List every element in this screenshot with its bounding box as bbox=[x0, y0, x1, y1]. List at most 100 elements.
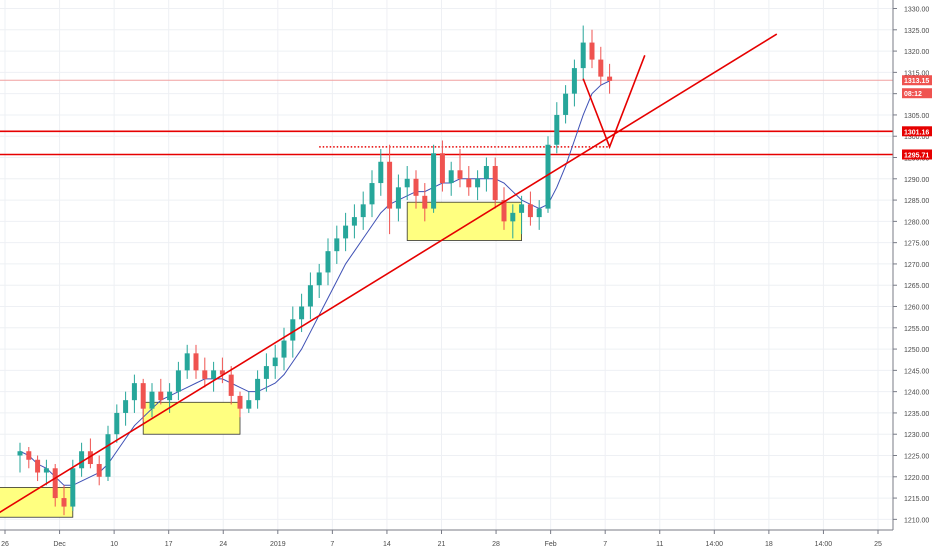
candle-body bbox=[35, 459, 41, 473]
candle-body bbox=[70, 468, 76, 507]
candle-body bbox=[61, 498, 67, 507]
candle-body bbox=[369, 183, 375, 205]
y-tick-label: 1300.00 bbox=[904, 134, 929, 141]
y-tick-label: 1260.00 bbox=[904, 305, 929, 312]
candle-body bbox=[475, 178, 481, 188]
x-tick-label: 25 bbox=[874, 541, 882, 548]
candle-body bbox=[527, 204, 533, 218]
candle-body bbox=[519, 204, 525, 213]
candle-body bbox=[545, 144, 551, 209]
candle-body bbox=[131, 383, 137, 401]
candle-body bbox=[290, 319, 296, 341]
candle-body bbox=[466, 178, 472, 188]
candle-body bbox=[598, 59, 604, 77]
price-label: 1301.16 bbox=[904, 129, 929, 136]
candle-body bbox=[404, 178, 410, 188]
candle-body bbox=[378, 161, 384, 184]
x-tick-label: Feb bbox=[545, 541, 557, 548]
y-tick-label: 1280.00 bbox=[904, 219, 929, 226]
candle-body bbox=[299, 306, 305, 320]
y-tick-label: 1225.00 bbox=[904, 454, 929, 461]
y-tick-label: 1250.00 bbox=[904, 347, 929, 354]
consolidation-box bbox=[0, 487, 74, 518]
candle-body bbox=[316, 272, 322, 286]
x-tick-label: 10 bbox=[110, 541, 118, 548]
x-tick-label: 2019 bbox=[270, 541, 286, 548]
candle-body bbox=[360, 204, 366, 218]
candle-body bbox=[554, 114, 560, 145]
y-tick-label: 1305.00 bbox=[904, 113, 929, 120]
y-tick-label: 1210.00 bbox=[904, 517, 929, 524]
x-tick-label: 11 bbox=[656, 541, 663, 548]
x-tick-label: 28 bbox=[492, 541, 500, 548]
price-label: 1295.71 bbox=[904, 152, 929, 159]
candle-body bbox=[351, 217, 357, 226]
candle-body bbox=[17, 451, 23, 456]
candle-body bbox=[123, 400, 129, 413]
candle-body bbox=[387, 161, 393, 209]
y-tick-label: 1330.00 bbox=[904, 7, 929, 14]
candle-body bbox=[272, 357, 278, 367]
candle-body bbox=[211, 370, 217, 379]
candle-body bbox=[510, 212, 516, 222]
candle-body bbox=[87, 451, 93, 465]
price-label: 08:12 bbox=[904, 91, 922, 98]
y-tick-label: 1315.00 bbox=[904, 70, 929, 77]
y-tick-label: 1325.00 bbox=[904, 28, 929, 35]
candle-body bbox=[255, 378, 261, 401]
x-tick-label: 14 bbox=[383, 541, 391, 548]
y-tick-label: 1320.00 bbox=[904, 49, 929, 56]
x-tick-label: 21 bbox=[438, 541, 446, 548]
candle-body bbox=[536, 208, 542, 218]
x-tick-label: Dec bbox=[53, 541, 66, 548]
consolidation-box bbox=[142, 401, 241, 435]
candle-body bbox=[439, 153, 445, 184]
candle-body bbox=[281, 340, 287, 358]
candle-body bbox=[105, 434, 111, 477]
candle-body bbox=[96, 464, 102, 477]
price-label-bg bbox=[902, 149, 932, 160]
candle-body bbox=[167, 391, 173, 401]
candle-body bbox=[395, 187, 401, 209]
y-tick-label: 1240.00 bbox=[904, 390, 929, 397]
moving-average-line bbox=[19, 80, 610, 486]
x-tick-label: 26 bbox=[1, 541, 9, 548]
x-tick-label: 7 bbox=[603, 541, 607, 548]
y-tick-label: 1220.00 bbox=[904, 475, 929, 482]
x-tick-label: 24 bbox=[219, 541, 227, 548]
y-tick-label: 1265.00 bbox=[904, 283, 929, 290]
candles bbox=[17, 25, 613, 516]
projection-path bbox=[582, 55, 646, 150]
x-tick-label: 17 bbox=[165, 541, 173, 548]
support-resistance-levels bbox=[0, 79, 893, 156]
candle-body bbox=[307, 285, 313, 307]
candle-body bbox=[228, 374, 234, 396]
x-tick-label: 14:00 bbox=[815, 541, 833, 548]
candle-body bbox=[501, 200, 507, 222]
candle-body bbox=[580, 42, 586, 69]
candle-body bbox=[26, 451, 32, 460]
price-label-bg bbox=[902, 75, 932, 86]
candle-body bbox=[325, 251, 331, 273]
candle-body bbox=[114, 412, 120, 435]
x-tick-label: 7 bbox=[330, 541, 334, 548]
candle-body bbox=[52, 468, 58, 499]
candle-body bbox=[175, 370, 181, 392]
x-tick-label: 14:00 bbox=[706, 541, 724, 548]
y-tick-label: 1290.00 bbox=[904, 177, 929, 184]
y-tick-label: 1275.00 bbox=[904, 241, 929, 248]
candle-body bbox=[431, 153, 437, 209]
ascending-trendline bbox=[0, 33, 778, 514]
y-tick-label: 1235.00 bbox=[904, 411, 929, 418]
candle-body bbox=[149, 391, 155, 409]
x-tick-label: 18 bbox=[765, 541, 773, 548]
trend-annotations bbox=[0, 33, 778, 514]
candle-body bbox=[184, 353, 190, 371]
y-tick-label: 1285.00 bbox=[904, 198, 929, 205]
highlight-boxes bbox=[0, 201, 523, 518]
candle-body bbox=[202, 370, 208, 379]
y-tick-label: 1230.00 bbox=[904, 432, 929, 439]
